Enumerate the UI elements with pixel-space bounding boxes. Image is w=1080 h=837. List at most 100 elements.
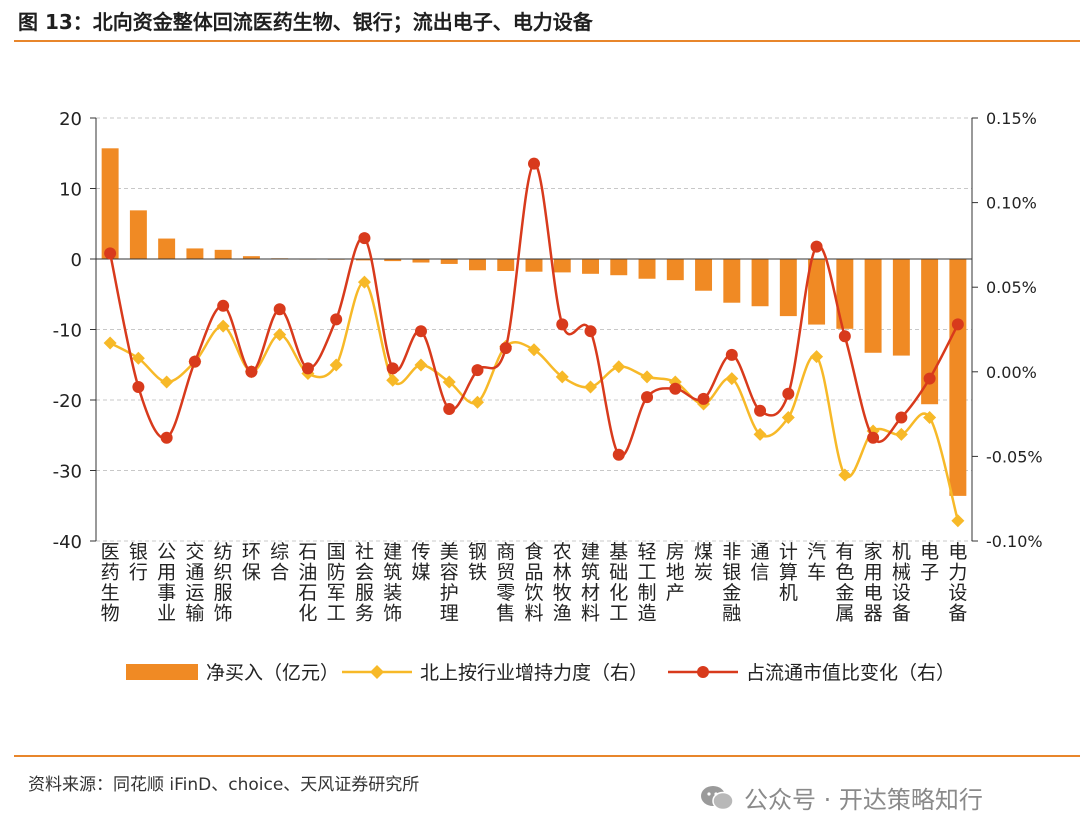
bar [610,259,628,276]
category-label-char: 环 [242,541,261,563]
ratio-change-point [556,318,569,331]
category-label-char: 务 [355,603,374,625]
holding-strength-point [216,319,230,333]
holding-strength-point [103,336,117,350]
holding-strength-point [584,380,598,394]
category-label-char: 非 [722,541,741,563]
bar [582,259,599,274]
category-label-char: 事 [157,582,176,604]
category-label-char: 牧 [553,582,572,604]
category-label-char: 算 [779,562,798,584]
category-label-char: 电 [864,582,883,604]
right-tick-label: -0.05% [986,447,1043,466]
category-label-char: 筑 [383,562,402,584]
ratio-change-point [951,318,964,331]
category-label-char: 电 [920,541,939,563]
category-label-char: 银 [129,541,148,563]
ratio-change-point [104,247,117,260]
category-label-char: 工 [327,603,346,625]
category-label-char: 备 [892,603,911,625]
bar [779,259,797,317]
category-label [750,541,770,582]
category-label-char: 饰 [214,603,233,625]
ratio-change-point [725,348,738,361]
right-tick-label: 0.00% [986,363,1037,382]
category-label [270,541,290,582]
category-label [383,541,403,623]
category-label-char: 保 [242,562,261,584]
category-label-char: 服 [355,582,374,604]
bar [129,210,147,259]
category-label [694,541,714,582]
right-tick-label: -0.10% [986,532,1043,551]
ratio-change-point [754,404,767,417]
category-label-char: 力 [948,562,967,584]
holding-strength-point [470,395,484,409]
category-label-char: 化 [298,603,317,625]
category-label-char: 油 [298,562,317,584]
category-label-char: 有 [835,541,854,563]
ratio-change-point [810,240,823,253]
category-label [609,541,629,623]
category-label [241,541,261,582]
bar [864,259,882,353]
ratio-change-point [188,355,201,368]
bar [412,259,430,263]
bar [214,249,232,259]
ratio-change-point [782,387,795,400]
category-label [354,541,374,623]
category-label-char: 饮 [524,582,543,604]
category-label-char: 金 [722,582,741,604]
ratio-change-point [867,431,880,444]
category-label [835,541,855,623]
ratio-change-point [301,362,314,375]
category-label [581,541,601,623]
title-rule [14,40,1080,42]
bar [949,259,967,496]
left-tick-label: -10 [53,321,82,342]
ratio-change-point [471,364,484,377]
ratio-change-point [217,299,230,312]
category-label [665,541,685,603]
category-label-char: 融 [722,603,741,625]
left-tick-label: -20 [53,391,82,412]
category-label-char: 食 [524,541,543,563]
ratio-change-point [528,157,540,170]
holding-strength-point [357,275,371,289]
ratio-change-point [386,362,399,375]
category-label [100,541,120,623]
category-label-char: 础 [609,562,628,584]
source-note: 资料来源：同花顺 iFinD、choice、天风证券研究所 [28,775,420,795]
bar [921,259,939,405]
ratio-change-point [895,411,908,424]
category-label-char: 机 [892,541,911,563]
holding-strength-point [442,375,456,389]
grid-lines [96,117,972,542]
right-tick-label: 0.05% [986,278,1037,297]
holding-strength-point [273,328,287,342]
category-label-char: 用 [157,562,176,584]
category-label-char: 用 [864,562,883,584]
category-label-char: 电 [948,541,967,563]
holding-strength-point [329,358,343,372]
right-tick-label: 0.15% [986,109,1037,128]
ratio-change-point [245,365,258,378]
category-label-char: 工 [609,603,628,625]
category-label-char: 机 [779,582,798,604]
legend-label-net-buy: 净买入（亿元） [206,662,339,684]
category-label-char: 饰 [383,603,402,625]
bar [355,259,373,261]
holding-strength-point [386,373,400,387]
ratio-change-point [132,381,145,394]
bar [751,259,769,307]
category-label [637,541,657,623]
bar [695,259,713,291]
category-label-char: 地 [666,562,685,584]
category-label-char: 理 [440,603,459,625]
holding-strength-point [131,351,145,365]
left-tick-label: 20 [59,109,82,130]
ratio-change-point [499,342,512,355]
bar [666,259,684,281]
category-label-char: 家 [864,541,883,563]
category-label-char: 汽 [807,541,826,563]
